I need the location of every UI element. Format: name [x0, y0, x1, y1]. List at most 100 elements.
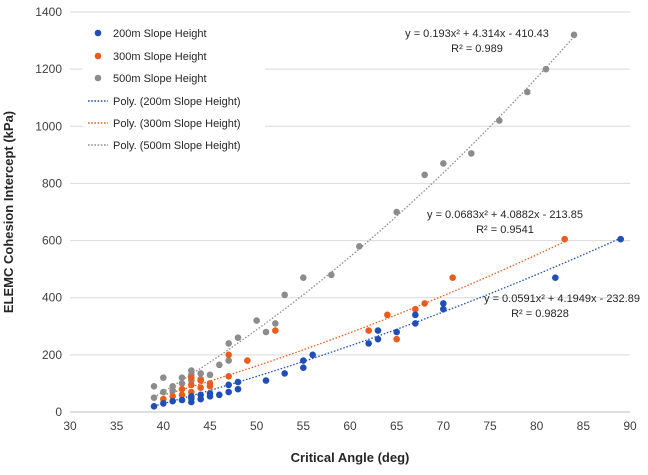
data-point-300m [272, 327, 279, 334]
legend-item-200m: 200m Slope Height [94, 28, 207, 40]
data-point-500m [524, 88, 531, 96]
data-point-500m [570, 31, 578, 39]
legend-marker-300m [94, 52, 102, 60]
data-point-500m [468, 150, 475, 157]
data-point-500m [496, 117, 503, 124]
data-point-200m [197, 391, 204, 399]
trend-equations: y = 0.193x² + 4.314x - 410.43 R² = 0.989… [405, 28, 640, 320]
data-point-200m [178, 396, 186, 404]
data-points [150, 31, 624, 410]
legend: 200m Slope Height 300m Slope Height 500m… [83, 17, 265, 155]
data-point-200m [188, 392, 195, 400]
data-point-200m [234, 385, 242, 393]
data-point-200m [309, 351, 316, 359]
legend-trend-label-300m: Poly. (300m Slope Height) [113, 118, 241, 130]
x-tick-label: 90 [623, 419, 637, 433]
data-point-200m [300, 364, 307, 372]
data-point-200m [216, 391, 223, 399]
data-point-500m [160, 374, 167, 382]
data-point-200m [365, 340, 372, 347]
data-point-500m [188, 367, 195, 374]
y-axis-title: ELEMC Cohesion Intercept (kPa) [1, 111, 16, 313]
data-point-500m [281, 291, 288, 299]
data-point-200m [169, 397, 176, 405]
x-tick-label: 50 [250, 419, 264, 433]
y-tick-label: 1400 [35, 5, 62, 19]
data-point-200m [281, 370, 288, 377]
data-point-500m [169, 382, 176, 390]
data-point-200m [552, 274, 559, 282]
y-tick-label: 1200 [35, 62, 62, 76]
r2-300m: R² = 0.9541 [476, 224, 534, 236]
data-point-300m [169, 392, 176, 400]
data-point-500m [225, 357, 232, 364]
data-point-300m [449, 274, 456, 282]
data-point-200m [150, 402, 158, 410]
data-point-500m [178, 380, 186, 387]
legend-background [83, 17, 265, 155]
trendline-300m [163, 241, 565, 396]
data-point-300m [206, 380, 214, 387]
data-point-200m [393, 328, 400, 336]
data-point-200m [225, 388, 232, 396]
data-point-200m [617, 235, 624, 243]
x-tick-label: 45 [203, 419, 217, 433]
r2-500m: R² = 0.989 [451, 43, 503, 55]
data-point-300m [188, 374, 195, 382]
x-tick-label: 75 [483, 419, 497, 433]
data-point-200m [412, 311, 419, 319]
legend-trend-label-500m: Poly. (500m Slope Height) [113, 140, 241, 152]
data-point-500m [216, 361, 223, 369]
x-axis-title: Critical Angle (deg) [291, 450, 410, 465]
data-point-500m [160, 388, 167, 396]
data-point-200m [160, 400, 167, 407]
legend-item-trend-300m: Poly. (300m Slope Height) [88, 118, 241, 130]
data-point-200m [440, 300, 447, 307]
data-point-300m [412, 305, 419, 313]
data-point-300m [561, 235, 568, 243]
data-point-500m [178, 374, 186, 382]
data-point-300m [225, 351, 232, 359]
data-point-500m [197, 370, 204, 377]
data-point-300m [197, 384, 204, 392]
equation-500m: y = 0.193x² + 4.314x - 410.43 [405, 28, 549, 40]
x-tick-label: 30 [63, 419, 77, 433]
data-point-300m [188, 381, 195, 389]
legend-label-500m: 500m Slope Height [113, 73, 207, 85]
y-tick-label: 200 [42, 348, 62, 362]
data-point-200m [225, 381, 232, 389]
y-tick-label: 400 [42, 291, 62, 305]
data-point-500m [300, 274, 307, 282]
x-tick-label: 85 [577, 419, 591, 433]
data-point-300m [178, 391, 186, 399]
data-point-500m [262, 328, 270, 336]
x-tick-label: 80 [530, 419, 544, 433]
data-point-500m [253, 317, 260, 324]
r2-200m: R² = 0.9828 [511, 308, 569, 320]
data-point-500m [272, 320, 279, 327]
x-tick-label: 70 [437, 419, 451, 433]
data-point-500m [440, 160, 447, 167]
data-point-500m [206, 371, 214, 379]
legend-label-200m: 200m Slope Height [113, 28, 207, 40]
data-point-200m [374, 335, 382, 343]
trendline-500m [153, 36, 575, 398]
y-tick-label: 0 [55, 405, 62, 419]
data-point-500m [393, 208, 400, 216]
data-point-500m [328, 271, 335, 279]
x-tick-label: 60 [343, 419, 357, 433]
trendline-200m [153, 237, 621, 407]
data-point-300m [225, 372, 232, 380]
data-point-500m [225, 340, 232, 347]
legend-item-trend-500m: Poly. (500m Slope Height) [88, 140, 241, 152]
data-point-200m [374, 327, 382, 334]
data-point-500m [356, 242, 363, 250]
data-point-200m [262, 377, 270, 384]
legend-marker-200m [94, 29, 102, 37]
legend-item-500m: 500m Slope Height [94, 73, 207, 85]
data-point-500m [542, 65, 550, 73]
x-tick-label: 40 [157, 419, 171, 433]
y-tick-label: 800 [42, 176, 62, 190]
data-point-500m [234, 334, 242, 342]
